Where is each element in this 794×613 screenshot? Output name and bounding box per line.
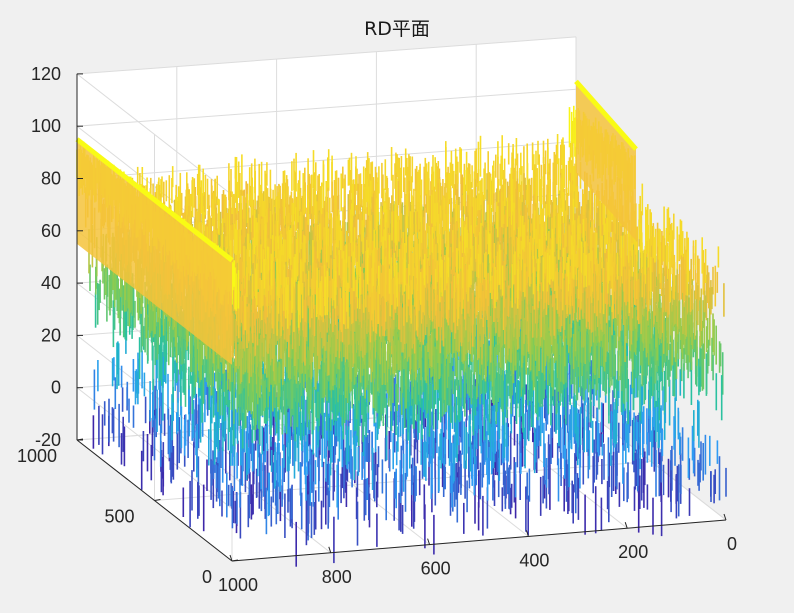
chart-title: RD平面 bbox=[0, 14, 794, 41]
